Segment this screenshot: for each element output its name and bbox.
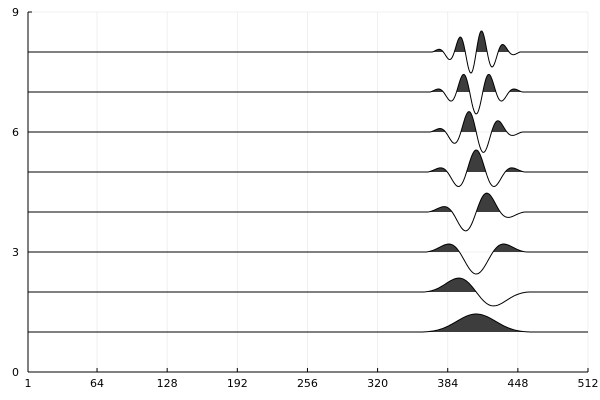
y-tick-label: 6 (12, 126, 19, 139)
x-tick-label: 192 (227, 377, 248, 390)
ridge-series-6 (28, 111, 588, 153)
ridge-line (28, 277, 588, 307)
y-tick-label: 3 (12, 246, 19, 259)
y-tick-label: 9 (12, 6, 19, 19)
ridge-line (28, 149, 588, 188)
ridge-series-5 (28, 149, 588, 188)
ridge-line (28, 243, 588, 275)
x-tick-label: 448 (507, 377, 528, 390)
ridge-line (28, 30, 588, 74)
ridge-series-2 (28, 277, 588, 307)
ridge-fill-lobe (466, 150, 486, 172)
ridge-fill-lobe (423, 278, 477, 292)
series-group (28, 30, 588, 333)
ridge-line (28, 111, 588, 153)
ridge-fill-lobe (476, 30, 488, 52)
x-tick-label: 64 (90, 377, 104, 390)
grid (27, 11, 589, 373)
ridge-series-7 (28, 73, 588, 115)
x-tick-label: 1 (25, 377, 32, 390)
ridge-line (28, 73, 588, 115)
ridge-series-8 (28, 30, 588, 74)
ridge-fill-lobe (460, 111, 477, 132)
ridge-line (28, 313, 588, 333)
ridge-fill-lobe (430, 128, 446, 132)
x-tick-label: 512 (578, 377, 599, 390)
ridge-series-4 (28, 192, 588, 232)
x-tick-label: 128 (157, 377, 178, 390)
y-tick-label: 0 (12, 366, 19, 379)
axes (27, 12, 588, 373)
ridge-fill-lobe (491, 120, 507, 132)
x-tick-label: 384 (437, 377, 458, 390)
x-tick-label: 320 (367, 377, 388, 390)
ridge-series-3 (28, 243, 588, 275)
tick-labels: 1 64 128 192 256 320 384 448 512 0 3 6 9 (12, 6, 599, 390)
ridge-series-1 (28, 313, 588, 333)
ridge-line (28, 192, 588, 232)
ridge-fill-lobe (421, 314, 532, 332)
x-tick-label: 256 (297, 377, 318, 390)
